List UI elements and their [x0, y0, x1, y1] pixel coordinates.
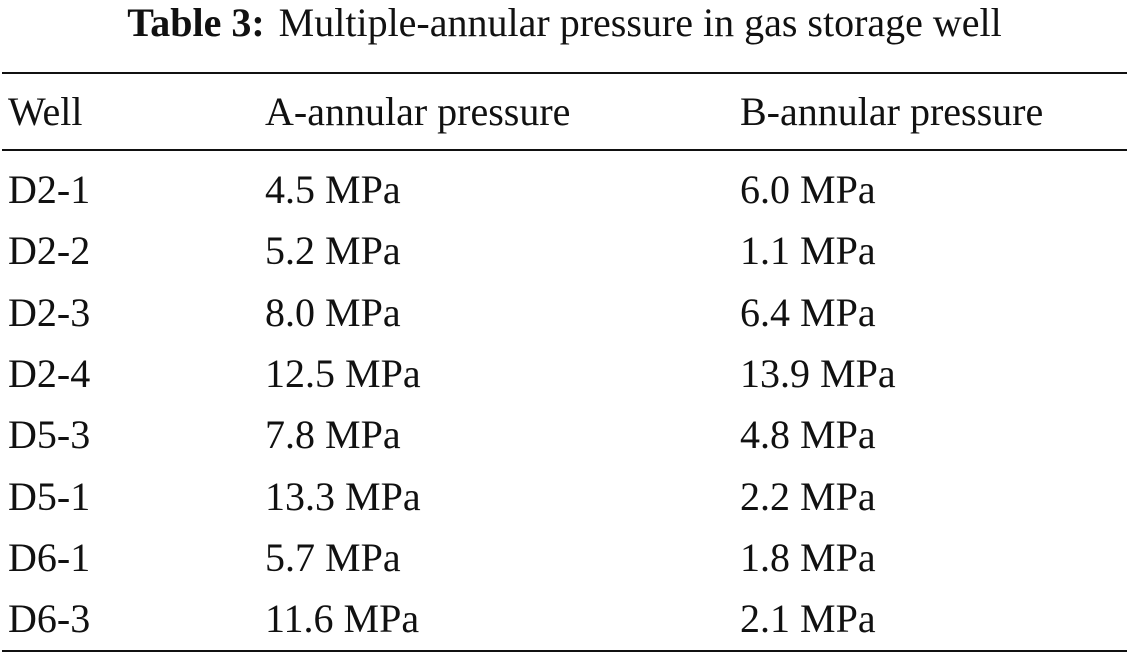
header-cell: Well — [8, 89, 83, 134]
table-cell: D2-3 — [8, 289, 91, 335]
table-cell: 1.8 MPa — [740, 534, 876, 580]
table-cell: D5-3 — [8, 412, 91, 458]
header-rule — [2, 149, 1127, 151]
table-cell: 12.5 MPa — [265, 350, 421, 396]
bottom-rule — [2, 650, 1127, 652]
table-cell: 13.3 MPa — [265, 473, 421, 519]
top-rule — [2, 72, 1127, 74]
table-cell: 6.0 MPa — [740, 167, 876, 212]
table-cell: D2-4 — [8, 350, 91, 396]
table-cell: 1.1 MPa — [740, 228, 876, 274]
table-cell: D6-3 — [8, 596, 91, 642]
table-cell: 8.0 MPa — [265, 289, 401, 335]
caption-label: Table 3: — [127, 0, 265, 45]
table-cell: 6.4 MPa — [740, 289, 876, 335]
table-cell: 5.2 MPa — [265, 228, 401, 274]
table-cell: D5-1 — [8, 473, 91, 519]
table-cell: 13.9 MPa — [740, 350, 896, 396]
caption-text: Multiple-annular pressure in gas storage… — [278, 0, 1002, 45]
header-cell: B-annular pressure — [740, 89, 1044, 134]
table-caption: Table 3: Multiple-annular pressure in gas… — [0, 0, 1129, 46]
header-cell: A-annular pressure — [265, 89, 571, 134]
table-cell: D2-1 — [8, 167, 91, 212]
table-cell: 4.8 MPa — [740, 412, 876, 458]
table-cell: D6-1 — [8, 534, 91, 580]
table-cell: 5.7 MPa — [265, 534, 401, 580]
table-cell: 4.5 MPa — [265, 167, 401, 212]
table-cell: 2.1 MPa — [740, 596, 876, 642]
table-cell: D2-2 — [8, 228, 91, 274]
table-cell: 2.2 MPa — [740, 473, 876, 519]
table-cell: 11.6 MPa — [265, 596, 420, 642]
table-cell: 7.8 MPa — [265, 412, 401, 458]
